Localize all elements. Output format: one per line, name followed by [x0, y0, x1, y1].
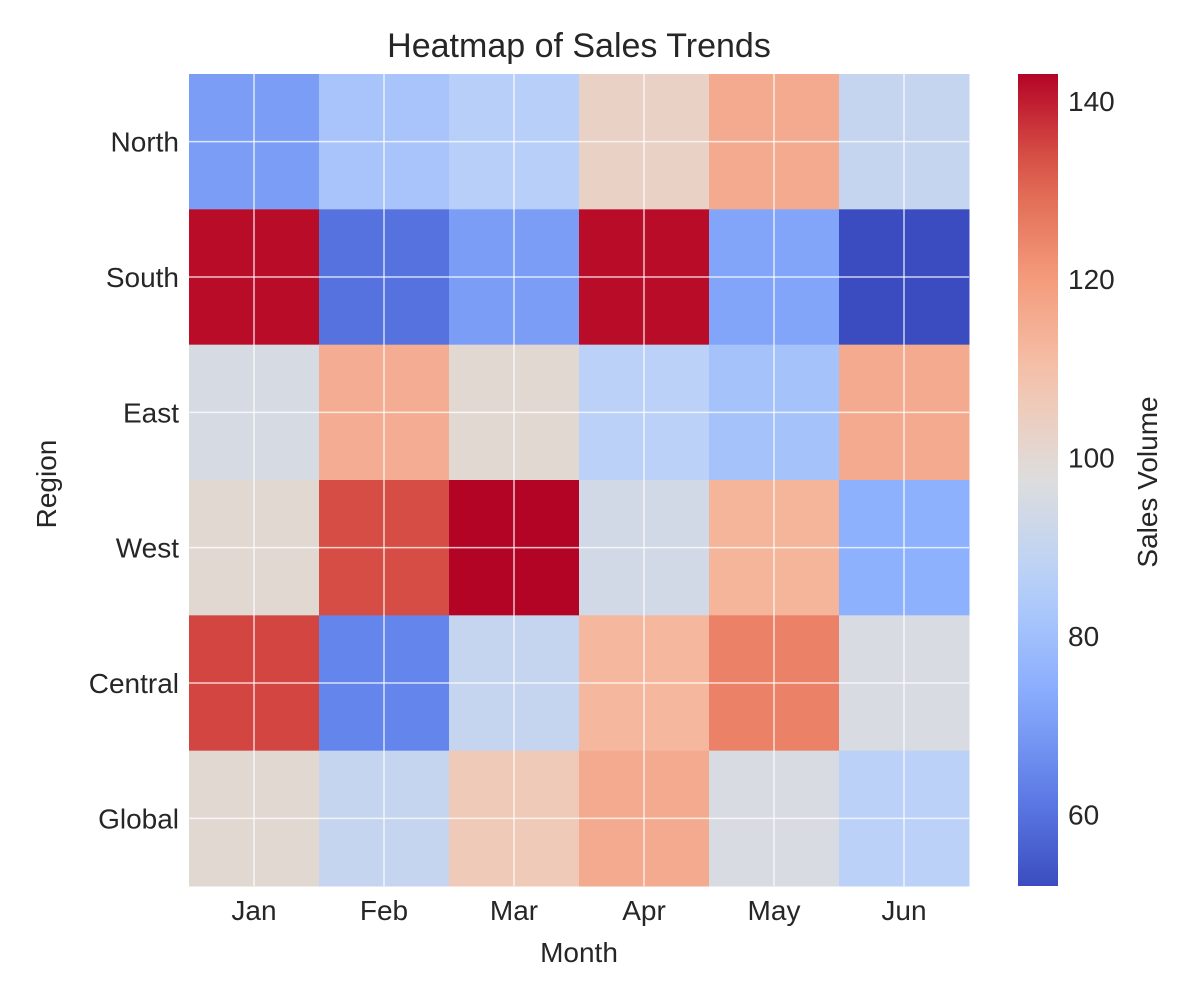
y-tick-label: South	[106, 262, 179, 293]
colorbar-ticks: 60 80 100 120 140	[1068, 86, 1115, 831]
colorbar-tick-label: 80	[1068, 621, 1099, 652]
y-tick-label: Global	[98, 803, 179, 834]
x-tick-label: Jun	[881, 895, 926, 926]
y-axis-label: Region	[31, 440, 62, 529]
y-tick-labels: North South East West Central Global	[89, 127, 179, 835]
colorbar-tick-label: 120	[1068, 264, 1115, 295]
heatmap-cells	[189, 74, 970, 887]
chart-title: Heatmap of Sales Trends	[387, 27, 771, 65]
x-tick-label: May	[748, 895, 801, 926]
colorbar-tick-label: 140	[1068, 86, 1115, 117]
x-tick-label: Jan	[231, 895, 276, 926]
colorbar-tick-label: 100	[1068, 443, 1115, 474]
grid-lines	[189, 74, 969, 886]
colorbar	[1018, 74, 1058, 886]
x-tick-labels: Jan Feb Mar Apr May Jun	[231, 895, 926, 926]
x-tick-label: Feb	[360, 895, 408, 926]
x-tick-label: Mar	[490, 895, 538, 926]
y-tick-label: Central	[89, 668, 179, 699]
colorbar-label: Sales Volume	[1132, 396, 1163, 567]
colorbar-tick-label: 60	[1068, 800, 1099, 831]
x-tick-label: Apr	[622, 895, 666, 926]
y-tick-label: West	[116, 533, 179, 564]
y-tick-label: North	[111, 127, 179, 158]
y-tick-label: East	[123, 397, 179, 428]
x-axis-label: Month	[540, 937, 618, 968]
